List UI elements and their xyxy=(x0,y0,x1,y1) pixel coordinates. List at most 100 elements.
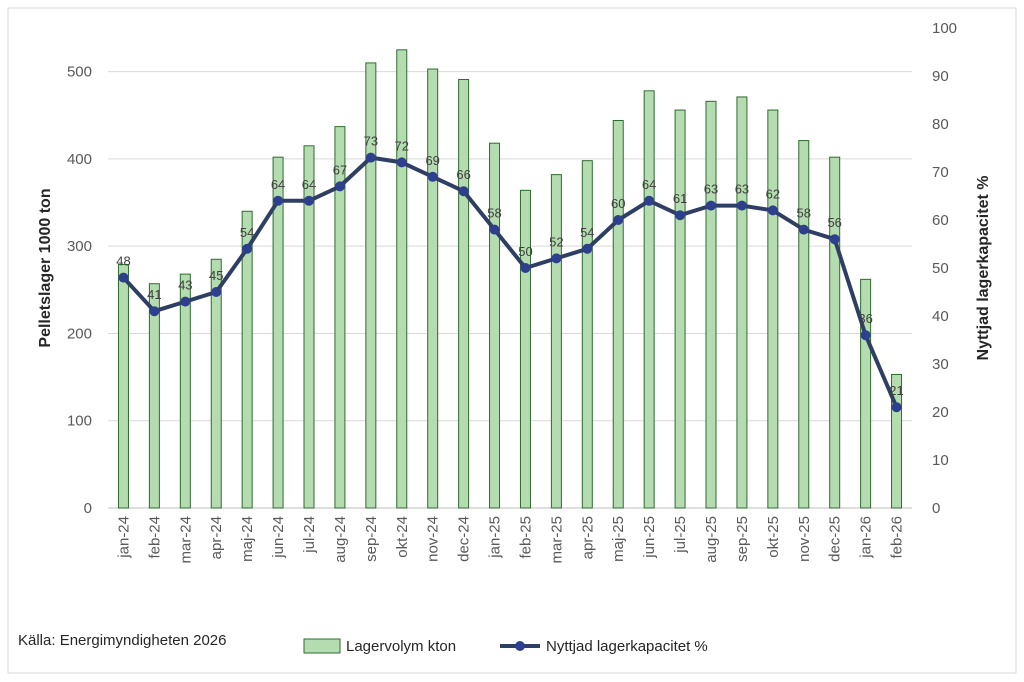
y2-tick-label: 10 xyxy=(932,452,949,469)
bar xyxy=(210,258,222,509)
x-tick-label: jan-26 xyxy=(858,516,875,559)
data-label: 43 xyxy=(178,278,192,293)
y2-tick-label: 0 xyxy=(932,500,940,517)
x-tick-label: aug-25 xyxy=(703,516,720,563)
bar xyxy=(519,189,531,509)
bar xyxy=(767,109,779,509)
y-axis-title: Pelletslager 1000 ton xyxy=(37,188,54,347)
y2-axis-title: Nyttjad lagerkapacitet % xyxy=(975,176,992,361)
x-tick-label: feb-26 xyxy=(889,516,906,559)
chart-frame xyxy=(7,7,1017,674)
data-label: 62 xyxy=(766,186,780,201)
bar xyxy=(427,68,439,509)
x-tick-label: dec-24 xyxy=(456,516,473,562)
data-label: 64 xyxy=(642,177,656,192)
x-tick-label: jan-24 xyxy=(115,516,132,559)
line-point xyxy=(211,287,222,297)
x-tick-label: mar-25 xyxy=(548,516,565,564)
y-tick-label: 400 xyxy=(67,151,92,168)
y-tick-label: 500 xyxy=(67,64,92,81)
line-point xyxy=(365,152,376,163)
bar xyxy=(829,156,841,509)
data-label: 61 xyxy=(673,191,687,206)
data-label: 54 xyxy=(240,225,254,240)
x-tick-label: okt-25 xyxy=(765,516,782,558)
line-point xyxy=(334,181,345,192)
line-point xyxy=(242,243,253,254)
bar xyxy=(334,126,346,509)
line-point xyxy=(613,215,624,225)
y-tick-label: 100 xyxy=(67,413,92,430)
line-series xyxy=(121,155,899,408)
line-point xyxy=(860,330,871,341)
bar xyxy=(705,100,717,509)
y-tick-label: 300 xyxy=(67,238,92,255)
y-tick-label: 200 xyxy=(67,325,92,342)
bar xyxy=(272,156,284,509)
source-note: Källa: Energimyndigheten 2026 xyxy=(18,632,226,649)
line-point xyxy=(304,195,314,206)
x-tick-label: jul-24 xyxy=(301,516,318,554)
bar xyxy=(643,90,655,509)
x-tick-label: sep-24 xyxy=(363,516,380,562)
bar xyxy=(117,264,129,509)
data-label: 60 xyxy=(611,196,625,211)
data-label: 45 xyxy=(209,268,223,283)
x-tick-label: aug-24 xyxy=(332,516,349,563)
data-label: 64 xyxy=(271,177,285,192)
bar xyxy=(148,283,160,509)
legend-swatch-bars xyxy=(303,638,341,654)
x-tick-label: jun-25 xyxy=(641,516,658,559)
legend-label-line: Nyttjad lagerkapacitet % xyxy=(546,638,708,655)
data-label: 67 xyxy=(333,162,347,177)
line-point xyxy=(396,157,407,168)
legend-label-bars: Lagervolym kton xyxy=(346,638,456,655)
line-point xyxy=(891,402,902,413)
bar xyxy=(179,273,191,509)
bar xyxy=(798,140,810,509)
bar xyxy=(891,373,903,509)
x-tick-label: apr-24 xyxy=(208,516,225,559)
line-point xyxy=(273,195,284,206)
line-point xyxy=(180,296,191,307)
data-label: 58 xyxy=(487,206,501,221)
x-tick-label: nov-24 xyxy=(425,516,442,562)
legend-marker xyxy=(515,641,525,651)
x-tick-label: apr-25 xyxy=(579,516,596,559)
data-label: 64 xyxy=(302,177,316,192)
y2-tick-label: 90 xyxy=(932,68,949,85)
line-point xyxy=(767,205,778,216)
line-point xyxy=(427,171,438,182)
data-label: 72 xyxy=(395,138,409,153)
line-point xyxy=(118,272,129,283)
y-tick-label: 0 xyxy=(84,500,92,517)
line-point xyxy=(675,210,686,221)
data-label: 50 xyxy=(518,244,532,259)
x-tick-label: okt-24 xyxy=(394,516,411,558)
line-point xyxy=(644,195,655,206)
y2-tick-label: 40 xyxy=(932,308,949,325)
line-point xyxy=(798,224,809,235)
bar xyxy=(489,142,501,509)
y2-tick-label: 100 xyxy=(932,20,957,37)
line-point xyxy=(582,243,593,254)
x-tick-label: jan-25 xyxy=(487,516,504,559)
bar xyxy=(674,109,686,509)
data-label: 69 xyxy=(425,153,439,168)
bar xyxy=(458,78,470,509)
y2-tick-label: 70 xyxy=(932,164,949,181)
line-point xyxy=(149,306,160,317)
x-tick-label: jun-24 xyxy=(270,516,287,559)
data-label: 54 xyxy=(580,225,594,240)
bar xyxy=(550,174,562,509)
data-label: 66 xyxy=(456,167,470,182)
x-tick-label: dec-25 xyxy=(827,516,844,562)
x-tick-label: sep-25 xyxy=(734,516,751,562)
bar xyxy=(860,278,872,509)
y2-tick-label: 30 xyxy=(932,356,949,373)
bar xyxy=(303,145,315,509)
line-point xyxy=(458,186,469,197)
x-tick-label: feb-25 xyxy=(517,516,534,559)
data-label: 36 xyxy=(858,311,872,326)
